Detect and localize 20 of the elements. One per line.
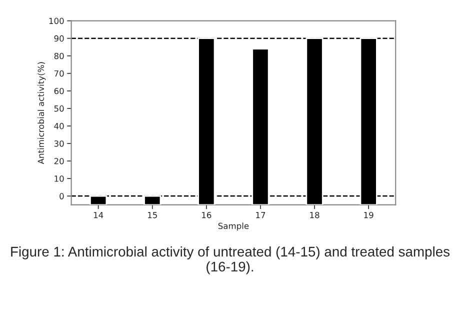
x-tick-label: 19: [364, 212, 374, 218]
x-tick-label: 16: [202, 212, 212, 218]
y-axis-title: Antimicrobial activity(%): [38, 62, 46, 164]
y-tick-label: 0: [60, 193, 64, 200]
y-tick-label: 100: [49, 18, 64, 24]
y-tick-label: 40: [54, 122, 64, 130]
y-tick-label: 70: [54, 70, 64, 77]
y-tick-label: 30: [54, 140, 64, 147]
x-tick-label: 17: [256, 212, 266, 218]
y-tick-label: 20: [54, 158, 64, 164]
x-axis-title: Sample: [218, 222, 249, 231]
y-tick-label: 10: [54, 175, 64, 182]
x-tick-label: 15: [148, 212, 157, 218]
y-tick-label: 60: [54, 88, 64, 94]
x-tick-label: 18: [310, 212, 320, 218]
y-tick-label: 80: [54, 52, 64, 60]
y-tick-label: 50: [54, 105, 64, 112]
caption: Figure 1: Antimicrobial activity of untreated (14-15) and treated samples (16-19).: [11, 246, 450, 274]
y-tick-label: 90: [54, 35, 64, 42]
x-tick-label: 14: [94, 212, 104, 218]
